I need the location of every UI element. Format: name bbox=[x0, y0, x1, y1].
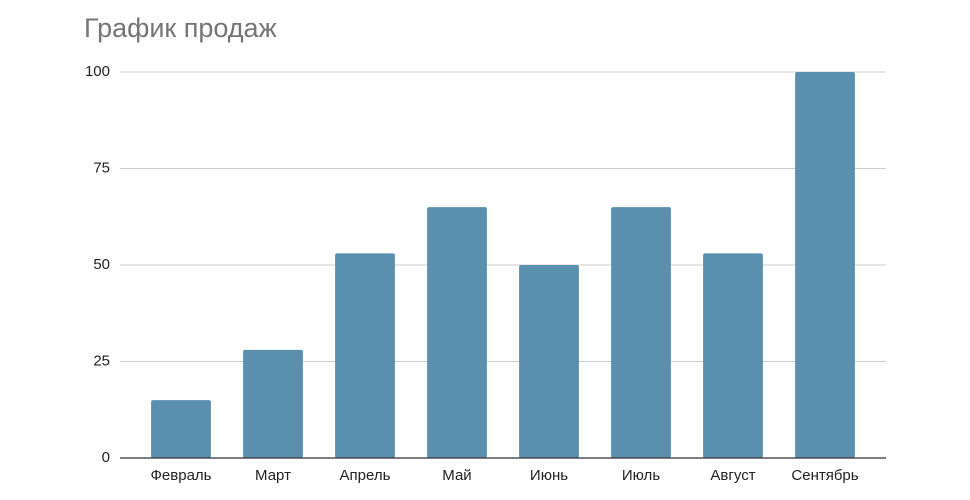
x-tick-label: Июнь bbox=[530, 467, 568, 484]
chart-title: График продаж bbox=[84, 13, 277, 43]
bar bbox=[795, 72, 855, 458]
bar bbox=[243, 349, 303, 458]
y-tick-label: 0 bbox=[102, 449, 110, 466]
bar bbox=[427, 207, 487, 458]
bar bbox=[703, 253, 763, 458]
bar bbox=[151, 400, 211, 458]
y-tick-label: 75 bbox=[93, 159, 110, 176]
y-tick-label: 100 bbox=[85, 63, 110, 80]
x-tick-label: Май bbox=[442, 467, 471, 484]
x-tick-label: Сентябрь bbox=[791, 467, 858, 484]
x-tick-label: Март bbox=[255, 467, 291, 484]
y-tick-label: 50 bbox=[93, 256, 110, 273]
x-tick-label: Апрель bbox=[340, 467, 391, 484]
bar bbox=[335, 253, 395, 458]
bar bbox=[611, 207, 671, 458]
x-tick-label: Июль bbox=[622, 467, 660, 484]
x-tick-label: Август bbox=[710, 467, 755, 484]
y-tick-label: 25 bbox=[93, 352, 110, 369]
bar bbox=[519, 265, 579, 458]
x-tick-label: Февраль bbox=[151, 467, 212, 484]
